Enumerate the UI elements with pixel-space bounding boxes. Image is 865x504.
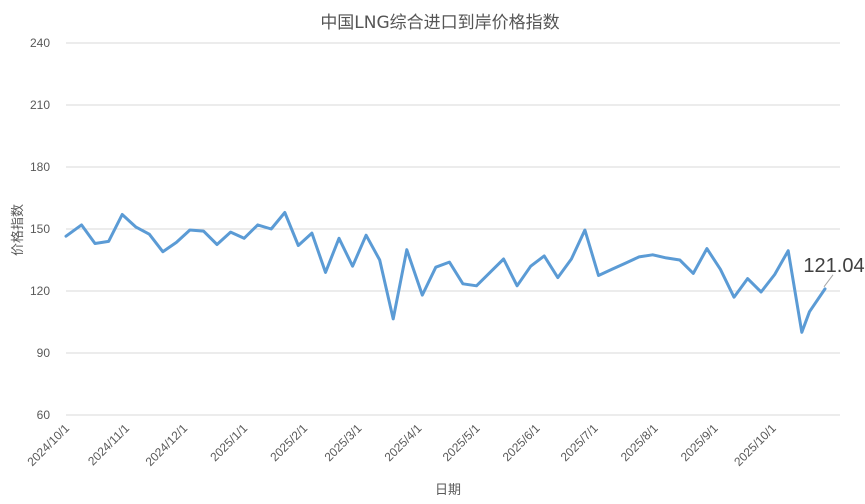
y-tick-label: 60: [37, 408, 51, 422]
callout-leader: [823, 274, 834, 288]
x-tick-label: 2025/7/1: [558, 421, 601, 464]
x-tick-label: 2025/4/1: [382, 421, 425, 464]
y-tick-label: 180: [30, 160, 50, 174]
x-tick-label: 2025/3/1: [322, 421, 365, 464]
y-axis-ticks: 60 90 120 150 180 210 240: [30, 36, 50, 422]
data-callouts: 121.04: [803, 255, 865, 288]
y-tick-label: 120: [30, 284, 50, 298]
y-axis-label: 价格指数: [10, 204, 26, 256]
x-tick-label: 2025/9/1: [678, 421, 721, 464]
x-tick-label: 2025/1/1: [207, 421, 250, 464]
x-tick-label: 2025/10/1: [731, 421, 779, 469]
chart-title: 中国LNG综合进口到岸价格指数: [320, 13, 559, 33]
x-tick-label: 2025/8/1: [618, 421, 661, 464]
callout-label: 121.04: [803, 255, 864, 277]
x-tick-label: 2024/12/1: [143, 421, 191, 469]
x-tick-label: 2024/10/1: [24, 421, 72, 469]
y-tick-label: 210: [30, 98, 50, 112]
x-tick-label: 2025/5/1: [440, 421, 483, 464]
x-axis-label: 日期: [435, 483, 461, 498]
y-tick-label: 90: [37, 346, 51, 360]
series-line: [64, 211, 827, 334]
x-tick-label: 2024/11/1: [85, 421, 132, 468]
x-axis-ticks: 2024/10/1 2024/11/1 2024/12/1 2025/1/1 2025/…: [24, 421, 779, 469]
y-tick-label: 240: [30, 36, 50, 50]
x-tick-label: 2025/2/1: [267, 421, 310, 464]
x-tick-label: 2025/6/1: [500, 421, 543, 464]
y-tick-label: 150: [30, 222, 50, 236]
gridlines: [66, 42, 840, 416]
